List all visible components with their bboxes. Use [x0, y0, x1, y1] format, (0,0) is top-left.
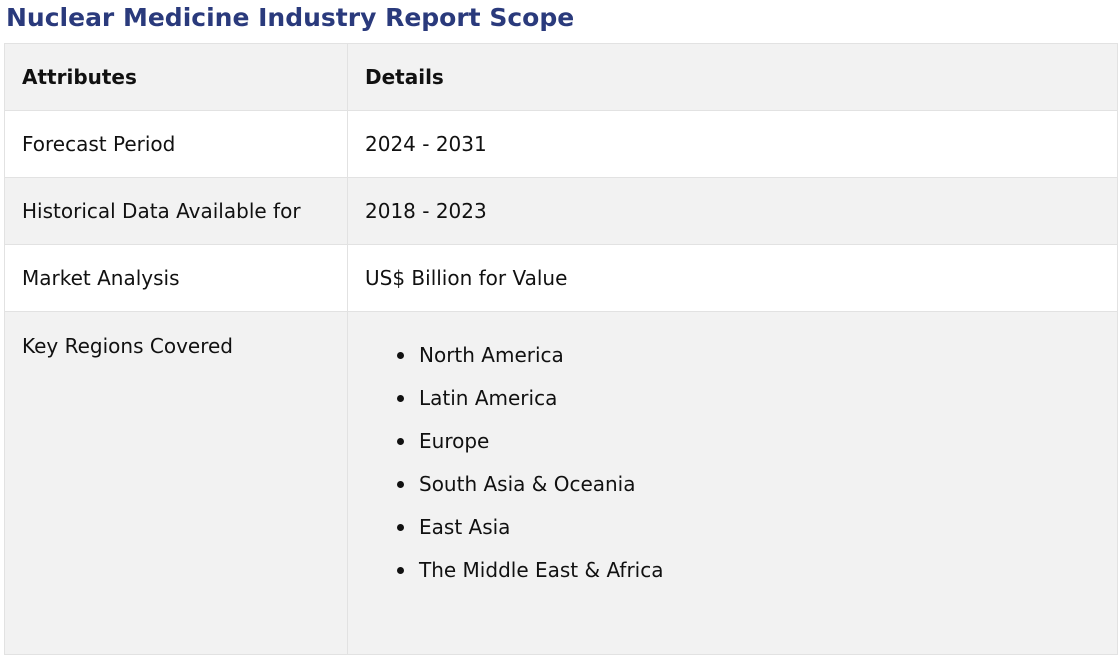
region-label: Europe	[419, 429, 490, 453]
list-item: East Asia	[397, 506, 1117, 549]
regions-list: North America Latin America Europe South…	[365, 334, 1117, 592]
table-header-row: Attributes Details	[4, 43, 1118, 111]
bullet-icon	[397, 395, 404, 402]
table-row: Forecast Period 2024 - 2031	[4, 110, 1118, 178]
region-label: North America	[419, 343, 564, 367]
list-item: The Middle East & Africa	[397, 549, 1117, 592]
table-row: Market Analysis US$ Billion for Value	[4, 244, 1118, 312]
report-scope-table: Attributes Details Forecast Period 2024 …	[4, 43, 1118, 655]
table-row-regions: Key Regions Covered North America Latin …	[4, 311, 1118, 655]
region-label: East Asia	[419, 515, 511, 539]
list-item: Latin America	[397, 377, 1117, 420]
bullet-icon	[397, 438, 404, 445]
column-header-attributes: Attributes	[4, 43, 348, 111]
bullet-icon	[397, 567, 404, 574]
attribute-cell: Historical Data Available for	[4, 177, 348, 245]
region-label: Latin America	[419, 386, 558, 410]
region-label: South Asia & Oceania	[419, 472, 636, 496]
detail-cell: 2024 - 2031	[347, 110, 1118, 178]
column-header-details: Details	[347, 43, 1118, 111]
bullet-icon	[397, 524, 404, 531]
bullet-icon	[397, 481, 404, 488]
list-item: South Asia & Oceania	[397, 463, 1117, 506]
table-row: Historical Data Available for 2018 - 202…	[4, 177, 1118, 245]
page-title: Nuclear Medicine Industry Report Scope	[6, 3, 575, 32]
bullet-icon	[397, 352, 404, 359]
list-item: North America	[397, 334, 1117, 377]
attribute-cell: Market Analysis	[4, 244, 348, 312]
attribute-cell: Key Regions Covered	[4, 311, 348, 655]
detail-cell: 2018 - 2023	[347, 177, 1118, 245]
attribute-cell: Forecast Period	[4, 110, 348, 178]
regions-cell: North America Latin America Europe South…	[347, 311, 1118, 655]
list-item: Europe	[397, 420, 1117, 463]
region-label: The Middle East & Africa	[419, 558, 664, 582]
detail-cell: US$ Billion for Value	[347, 244, 1118, 312]
